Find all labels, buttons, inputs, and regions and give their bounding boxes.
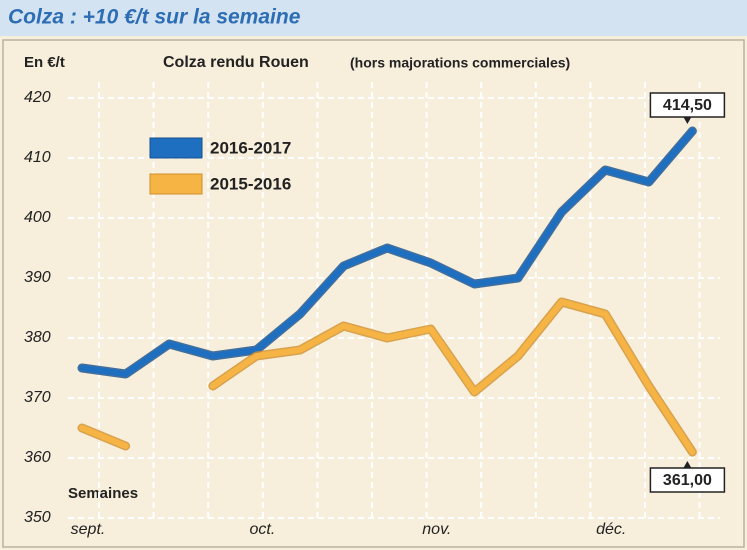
value-label: 361,00 bbox=[663, 472, 712, 489]
chart-subtitle: (hors majorations commerciales) bbox=[350, 55, 570, 71]
y-tick-label: 420 bbox=[24, 89, 51, 106]
y-tick-label: 410 bbox=[24, 149, 51, 166]
legend-label: 2015-2016 bbox=[210, 174, 291, 193]
line bbox=[79, 299, 696, 455]
x-axis-label: Semaines bbox=[68, 485, 138, 502]
banner: Colza : +10 €/t sur la semaine bbox=[8, 6, 301, 29]
value-label-pointer bbox=[683, 117, 692, 124]
y-tick-label: 400 bbox=[24, 209, 51, 226]
banner-bg bbox=[0, 0, 747, 36]
legend-swatch bbox=[149, 137, 203, 159]
chart-title: Colza rendu Rouen bbox=[163, 54, 309, 71]
x-tick-label: sept. bbox=[71, 521, 106, 538]
value-label-box bbox=[649, 92, 726, 118]
legend-swatch bbox=[149, 173, 203, 195]
value-label-pointer bbox=[683, 461, 692, 468]
y-tick-label: 370 bbox=[24, 389, 51, 406]
x-tick-label: déc. bbox=[596, 521, 626, 538]
value-label: 414,50 bbox=[663, 97, 712, 114]
y-tick-label: 380 bbox=[24, 329, 51, 346]
line bbox=[79, 128, 696, 377]
y-tick-label: 350 bbox=[24, 509, 51, 526]
y-tick-label: 360 bbox=[24, 449, 51, 466]
legend-label: 2016-2017 bbox=[210, 138, 291, 157]
y-axis-label: En €/t bbox=[24, 54, 65, 71]
x-tick-label: nov. bbox=[422, 521, 451, 538]
x-tick-label: oct. bbox=[250, 521, 276, 538]
value-label-box bbox=[649, 467, 726, 493]
y-tick-label: 390 bbox=[24, 269, 51, 286]
frame bbox=[2, 39, 745, 548]
